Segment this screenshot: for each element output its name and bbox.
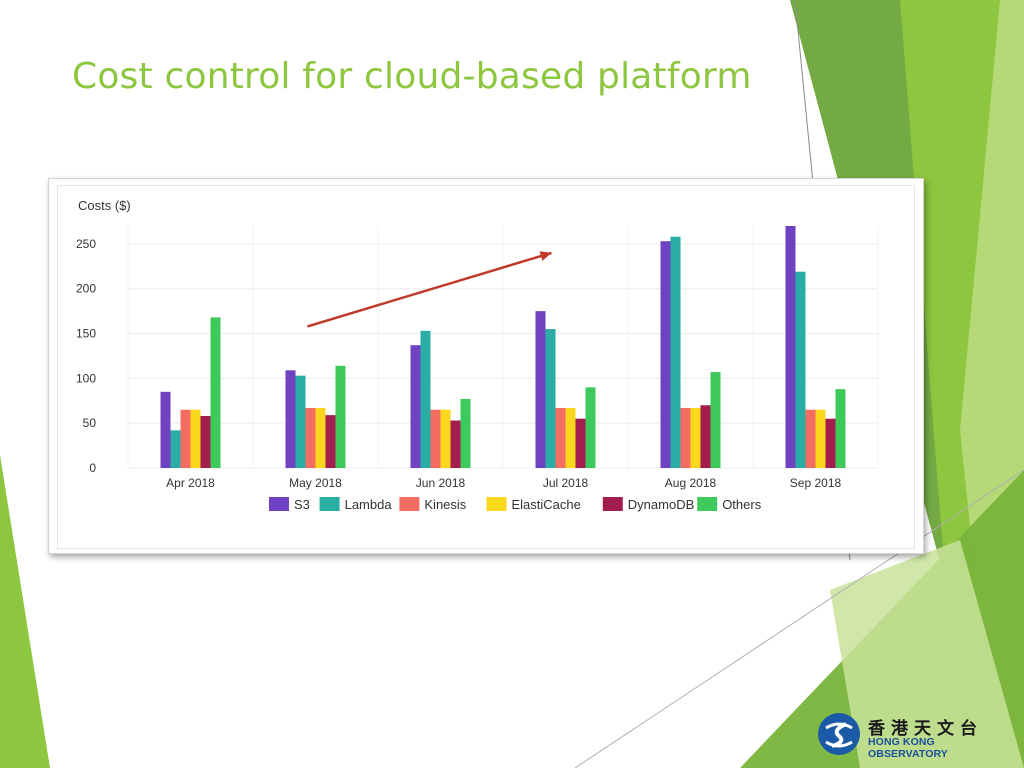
- logo-english-name: HONG KONG OBSERVATORY: [868, 736, 948, 760]
- deco-line-2: [574, 469, 1024, 768]
- bar-lambda-4: [670, 236, 681, 468]
- bar-elasticache-4: [690, 407, 701, 468]
- y-tick-label: 250: [76, 237, 96, 251]
- x-tick-label: Jul 2018: [543, 476, 589, 490]
- bar-kinesis-1: [305, 407, 316, 468]
- trend-arrow-line: [307, 251, 552, 328]
- bar-kinesis-4: [680, 407, 691, 468]
- bar-kinesis-2: [430, 409, 441, 468]
- legend-swatch-others: [697, 497, 718, 511]
- bar-others-0: [210, 317, 221, 468]
- bar-dynamodb-4: [700, 405, 711, 468]
- legend-label-elasticache: ElastiCache: [512, 497, 581, 512]
- y-tick-label: 200: [76, 282, 96, 296]
- legend-label-others: Others: [722, 497, 762, 512]
- legend-label-lambda: Lambda: [345, 497, 393, 512]
- legend-label-kinesis: Kinesis: [424, 497, 466, 512]
- bar-s3-1: [285, 370, 296, 468]
- observatory-emblem-icon: [818, 713, 860, 755]
- y-tick-label: 50: [83, 416, 97, 430]
- x-tick-labels: Apr 2018 May 2018 Jun 2018 Jul 2018 Aug 2018…: [166, 476, 841, 490]
- legend-swatch-dynamodb: [602, 497, 623, 511]
- bar-lambda-2: [420, 330, 431, 468]
- bar-s3-0: [160, 391, 171, 468]
- cost-bar-chart: Costs ($) 0 50 100 150 200 250 Apr 2018 May 20…: [76, 198, 879, 512]
- bar-others-3: [585, 387, 596, 468]
- bar-dynamodb-0: [200, 416, 211, 468]
- bar-others-1: [335, 365, 346, 468]
- deco-shape-green-left: [0, 455, 50, 768]
- bar-s3-5: [785, 226, 796, 468]
- y-tick-label: 100: [76, 371, 96, 385]
- bar-others-5: [835, 389, 846, 468]
- bar-elasticache-5: [815, 409, 826, 468]
- grid-lines: [127, 226, 879, 469]
- legend-swatch-lambda: [319, 497, 340, 511]
- bar-dynamodb-3: [575, 418, 586, 468]
- legend-swatch-kinesis: [399, 497, 420, 511]
- chart-screenshot-frame: Costs ($) 0 50 100 150 200 250 Apr 2018 May 20…: [48, 178, 924, 554]
- logo-chinese-name: 香港天文台: [868, 719, 983, 739]
- x-tick-label: May 2018: [289, 476, 342, 490]
- bar-elasticache-1: [315, 407, 326, 468]
- deco-shape-green-lower-light: [830, 540, 1024, 768]
- legend-swatch-elasticache: [486, 497, 507, 511]
- y-tick-label: 0: [89, 461, 96, 475]
- bar-lambda-5: [795, 271, 806, 468]
- x-tick-label: Aug 2018: [665, 476, 717, 490]
- bar-kinesis-5: [805, 409, 816, 468]
- bar-lambda-1: [295, 375, 306, 468]
- y-axis-label: Costs ($): [78, 198, 131, 213]
- bar-kinesis-3: [555, 407, 566, 468]
- legend-label-s3: S3: [294, 497, 310, 512]
- bar-lambda-3: [545, 329, 556, 468]
- bar-others-2: [460, 398, 471, 468]
- bar-lambda-0: [170, 430, 181, 468]
- slide-title: Cost control for cloud-based platform: [72, 56, 752, 97]
- legend-swatch-s3: [269, 497, 289, 511]
- x-tick-label: Jun 2018: [416, 476, 466, 490]
- bar-elasticache-0: [190, 409, 201, 468]
- x-tick-label: Sep 2018: [790, 476, 842, 490]
- bar-s3-2: [410, 345, 421, 468]
- bar-dynamodb-5: [825, 418, 836, 468]
- trend-arrow-head: [539, 251, 552, 261]
- y-tick-labels: 0 50 100 150 200 250: [76, 237, 96, 475]
- bars: [160, 226, 846, 468]
- bar-dynamodb-2: [450, 420, 461, 468]
- bar-elasticache-3: [565, 407, 576, 468]
- chart-panel: Costs ($) 0 50 100 150 200 250 Apr 2018 May 20…: [57, 185, 915, 549]
- bar-kinesis-0: [180, 409, 191, 468]
- bar-dynamodb-1: [325, 415, 336, 468]
- legend: S3 Lambda Kinesis ElastiCache DynamoDB Others: [269, 497, 762, 512]
- bar-others-4: [710, 372, 721, 468]
- legend-label-dynamodb: DynamoDB: [628, 497, 694, 512]
- hong-kong-observatory-logo: 香港天文台 HONG KONG OBSERVATORY: [816, 712, 1016, 760]
- bar-s3-3: [535, 311, 546, 468]
- bar-elasticache-2: [440, 409, 451, 468]
- y-tick-label: 150: [76, 327, 96, 341]
- trend-arrow-annotation: [307, 251, 552, 328]
- bar-s3-4: [660, 241, 671, 468]
- x-tick-label: Apr 2018: [166, 476, 215, 490]
